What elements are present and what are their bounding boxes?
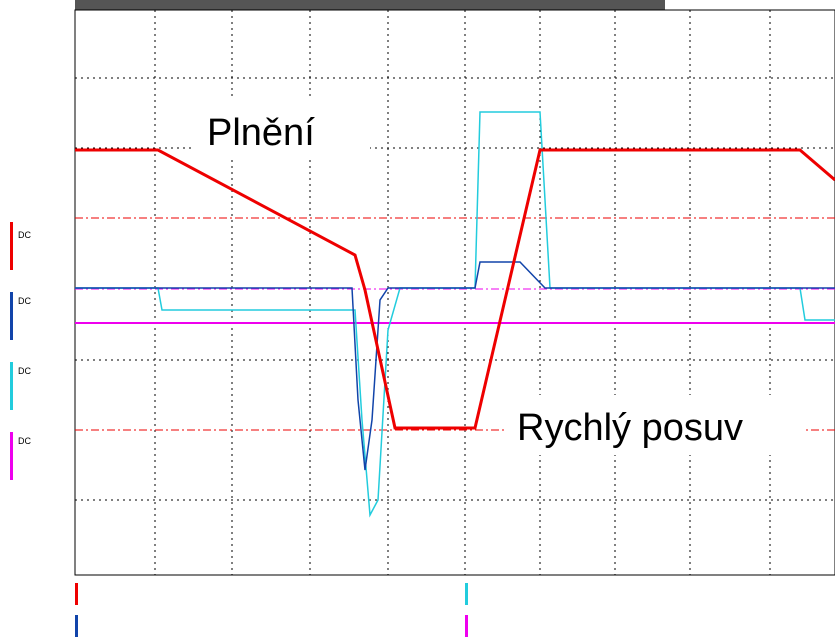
plot-area bbox=[75, 10, 835, 575]
channel-marker bbox=[10, 362, 13, 410]
scope-screen: Plnění Rychlý posuv DC DC DC DC bbox=[0, 0, 835, 642]
channel-marker bbox=[10, 292, 13, 340]
channel-marker bbox=[10, 222, 13, 270]
channel-label: DC bbox=[18, 296, 31, 306]
annotation: Plnění bbox=[207, 112, 315, 154]
channel-marker bbox=[10, 432, 13, 480]
channel-label: DC bbox=[18, 230, 31, 240]
annotation: Rychlý posuv bbox=[517, 407, 743, 449]
legend-area bbox=[75, 583, 468, 637]
channel-label: DC bbox=[18, 366, 31, 376]
channel-label: DC bbox=[18, 436, 31, 446]
